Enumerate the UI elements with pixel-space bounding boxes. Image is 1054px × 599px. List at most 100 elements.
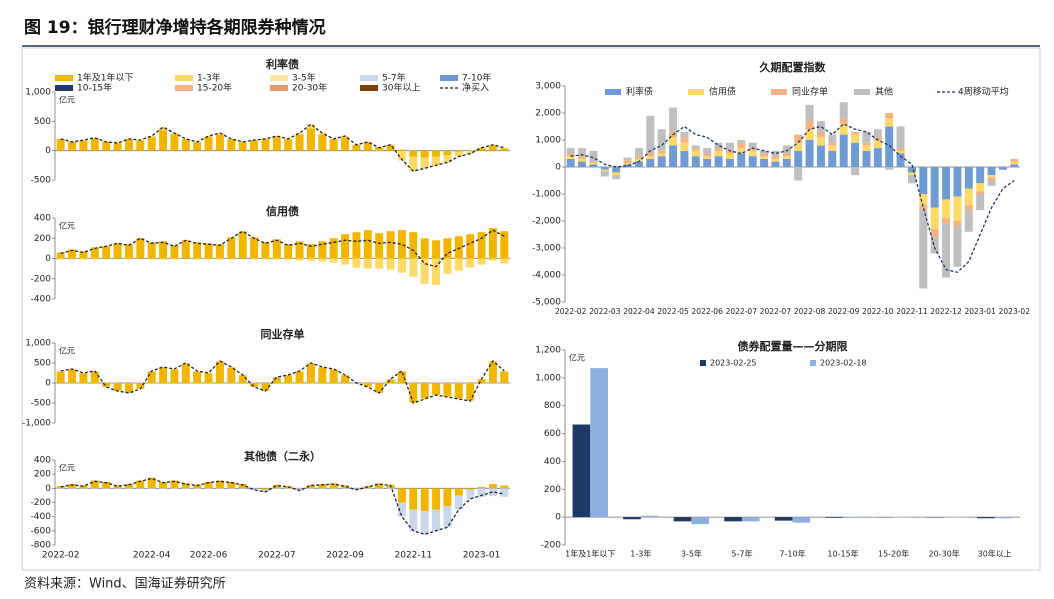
bar-segment bbox=[295, 371, 304, 383]
y-tick-label: -500 bbox=[31, 399, 52, 409]
bar-segment bbox=[828, 145, 837, 151]
bar-segment bbox=[466, 234, 475, 259]
y-tick-label: -600 bbox=[31, 526, 52, 536]
bar-segment bbox=[272, 136, 281, 138]
bar-segment bbox=[124, 258, 133, 260]
bar-segment bbox=[771, 158, 780, 162]
bar-segment bbox=[238, 231, 247, 233]
bar-segment bbox=[703, 158, 712, 167]
y-tick-label: -800 bbox=[31, 541, 52, 551]
x-tick-label: 2022-11 bbox=[395, 551, 433, 561]
bar-segment bbox=[397, 488, 406, 503]
x-tick-label: 2022-11 bbox=[896, 307, 928, 316]
bar bbox=[994, 517, 1013, 519]
legend-label: 2023-02-25 bbox=[710, 359, 757, 368]
y-tick-label: 0 bbox=[555, 163, 561, 173]
bar-segment bbox=[953, 221, 962, 227]
bar-segment bbox=[56, 371, 65, 372]
bar-segment bbox=[170, 258, 179, 260]
bar-segment bbox=[68, 369, 77, 383]
bar-segment bbox=[215, 244, 224, 259]
bar-segment bbox=[600, 171, 609, 177]
bar-segment bbox=[432, 150, 441, 157]
y-tick-label: 400 bbox=[34, 456, 51, 466]
bar-segment bbox=[976, 194, 985, 211]
bar-segment bbox=[454, 495, 463, 510]
bar-segment bbox=[782, 153, 791, 157]
legend-label: 1-3年 bbox=[197, 72, 221, 84]
x-tick-label: 15-20年 bbox=[878, 549, 909, 559]
x-tick-label: 2022-02 bbox=[42, 551, 80, 561]
bar-segment bbox=[919, 210, 928, 289]
bar-segment bbox=[170, 369, 179, 383]
bar-segment bbox=[56, 488, 65, 490]
bar-segment bbox=[79, 373, 88, 383]
bar-segment bbox=[159, 488, 168, 490]
bar-segment bbox=[657, 156, 666, 167]
y-tick-label: -1,000 bbox=[532, 190, 561, 200]
bar-segment bbox=[68, 484, 77, 489]
bar-segment bbox=[147, 137, 156, 151]
bar-segment bbox=[90, 488, 99, 490]
bar-segment bbox=[612, 167, 621, 173]
bar-segment bbox=[873, 148, 882, 167]
bar-segment bbox=[443, 150, 452, 156]
bar-segment bbox=[341, 258, 350, 265]
bar-segment bbox=[612, 172, 621, 176]
bar-segment bbox=[284, 258, 293, 260]
bar-segment bbox=[420, 488, 429, 511]
x-tick-label: 2023-01 bbox=[965, 307, 997, 316]
bar-segment bbox=[227, 138, 236, 140]
bar bbox=[623, 517, 641, 520]
bar-segment bbox=[737, 140, 746, 143]
bar-segment bbox=[942, 199, 951, 219]
bar-segment bbox=[896, 153, 905, 167]
bar-segment bbox=[589, 161, 598, 163]
bar-segment bbox=[318, 484, 327, 489]
bar-segment bbox=[816, 121, 825, 132]
bar-segment bbox=[500, 371, 509, 383]
y-tick-label: 2,000 bbox=[535, 109, 561, 119]
legend-label: 3-5年 bbox=[292, 72, 316, 84]
bar-segment bbox=[987, 167, 996, 176]
x-tick-label: 2022-07 bbox=[760, 307, 792, 316]
bar-segment bbox=[318, 488, 327, 490]
bar-segment bbox=[306, 484, 315, 489]
bar-segment bbox=[124, 244, 133, 259]
bar-segment bbox=[420, 157, 429, 169]
bar-segment bbox=[862, 150, 871, 167]
bar-segment bbox=[500, 371, 509, 372]
bar-segment bbox=[566, 153, 575, 157]
bar-segment bbox=[215, 480, 224, 489]
bar-segment bbox=[566, 156, 575, 159]
bar-segment bbox=[634, 156, 643, 159]
bar-segment bbox=[341, 234, 350, 259]
bar-segment bbox=[760, 158, 769, 167]
bar-segment bbox=[204, 137, 213, 151]
bar-segment bbox=[409, 232, 418, 259]
bar-segment bbox=[409, 150, 418, 157]
bar-segment bbox=[760, 150, 769, 154]
y-tick-label: 400 bbox=[544, 457, 561, 467]
bar-segment bbox=[261, 242, 270, 259]
bar-segment bbox=[284, 375, 293, 383]
bar-segment bbox=[261, 258, 270, 260]
bar-segment bbox=[725, 153, 734, 159]
bar-segment bbox=[318, 258, 327, 262]
source-note: 资料来源：Wind、国海证券研究所 bbox=[24, 576, 226, 592]
bar-segment bbox=[771, 150, 780, 157]
bar-segment bbox=[828, 150, 837, 167]
bar-segment bbox=[851, 131, 860, 135]
bar-segment bbox=[454, 258, 463, 271]
bar-segment bbox=[159, 367, 168, 383]
bar-segment bbox=[748, 148, 757, 151]
bar-segment bbox=[261, 489, 270, 492]
bar-segment bbox=[386, 258, 395, 270]
legend-label: 30年以上 bbox=[382, 82, 420, 94]
bar-segment bbox=[942, 223, 951, 278]
bar-segment bbox=[907, 175, 916, 184]
bar-segment bbox=[227, 367, 236, 368]
bar-segment bbox=[680, 150, 689, 167]
bar-segment bbox=[238, 142, 247, 151]
bar-segment bbox=[68, 249, 77, 259]
